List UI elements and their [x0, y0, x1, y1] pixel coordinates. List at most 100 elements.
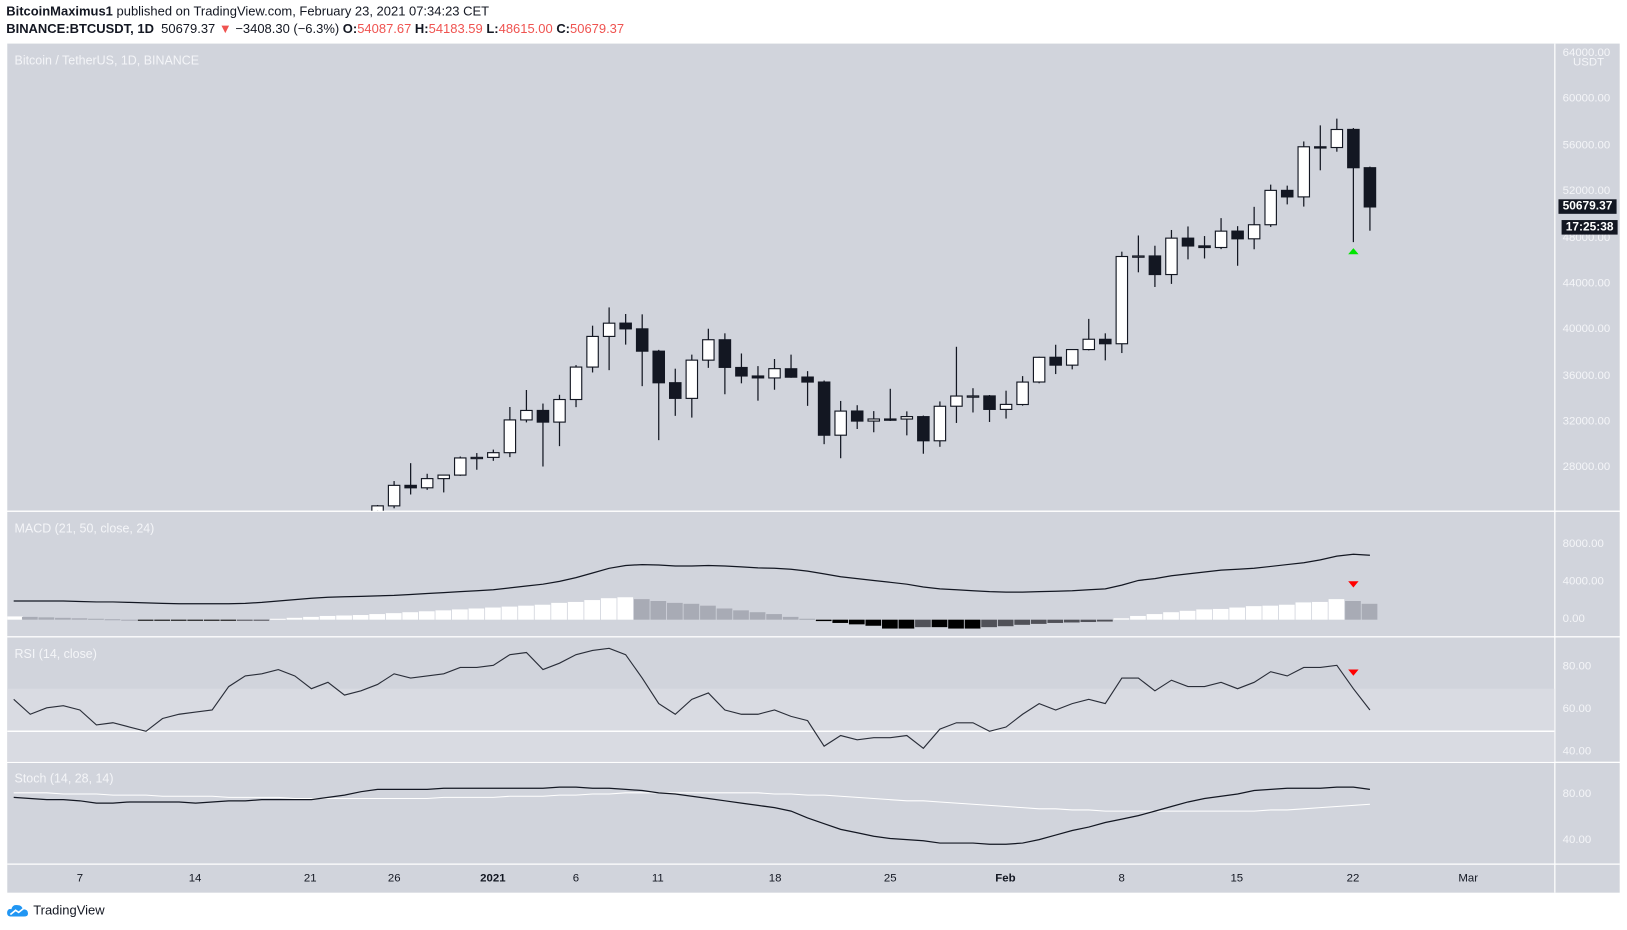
- macd-histogram-bar: [1080, 619, 1097, 623]
- author-name[interactable]: BitcoinMaximus1: [6, 4, 113, 19]
- macd-histogram-bar: [865, 619, 882, 626]
- candle-body: [1363, 167, 1377, 208]
- macd-tick: 0.00: [1562, 612, 1585, 625]
- macd-histogram-bar: [121, 619, 137, 621]
- last-price-tag: 50679.37: [1558, 199, 1617, 214]
- macd-histogram-bar: [236, 619, 253, 621]
- macd-histogram-bar: [402, 612, 419, 620]
- candle-body: [1016, 381, 1029, 406]
- symbol-label: BINANCE:BTCUSDT, 1D: [6, 21, 154, 37]
- candle-body: [917, 416, 930, 442]
- bearish-candle: [850, 405, 864, 429]
- candle-body: [702, 339, 715, 361]
- price-pane-title: Bitcoin / TetherUS, 1D, BINANCE: [14, 52, 200, 68]
- candle-body: [768, 368, 781, 379]
- candle-body: [1032, 356, 1046, 383]
- publish-line: BitcoinMaximus1 published on TradingView…: [6, 4, 489, 19]
- macd-histogram-bar: [1245, 606, 1262, 620]
- macd-histogram-bar: [336, 615, 352, 620]
- bearish-candle: [1148, 245, 1162, 287]
- candle-body: [718, 339, 732, 368]
- macd-histogram-bar: [915, 619, 931, 628]
- currency-label[interactable]: USDT: [1570, 56, 1607, 69]
- candle-body: [685, 359, 699, 399]
- macd-histogram-bar: [21, 616, 38, 620]
- macd-histogram-bar: [749, 612, 766, 620]
- candles: [371, 118, 1377, 511]
- macd-histogram-bar: [1229, 607, 1246, 620]
- candle-body: [453, 457, 467, 476]
- bullish-candle: [371, 504, 384, 511]
- bullish-candle: [768, 359, 781, 390]
- pane-background-0: [7, 43, 1620, 511]
- candle-body: [1049, 356, 1062, 366]
- ohlc-line: BINANCE:BTCUSDT, 1D 50679.37 ▼ −3408.30 …: [6, 22, 624, 37]
- macd-histogram-bar: [518, 605, 534, 620]
- macd-histogram-bar: [38, 617, 55, 620]
- time-tick: 11: [651, 871, 664, 885]
- candle-body: [503, 419, 517, 454]
- macd-histogram-bar: [187, 619, 204, 621]
- macd-histogram-bar: [733, 610, 749, 620]
- candle-body: [387, 484, 401, 507]
- bearish-candle: [1049, 344, 1062, 375]
- macd-tick: 8000.00: [1562, 537, 1604, 551]
- macd-histogram-bar: [981, 619, 997, 628]
- candle-body: [520, 409, 533, 421]
- candle-body: [1181, 237, 1195, 247]
- candle-body: [1132, 255, 1145, 258]
- bullish-candle: [1032, 356, 1046, 384]
- bullish-candle: [1264, 184, 1277, 227]
- macd-histogram-bar: [815, 619, 832, 622]
- macd-histogram-bar: [1312, 601, 1328, 620]
- candle-body: [635, 328, 649, 352]
- macd-histogram-bar: [683, 603, 700, 620]
- candle-body: [569, 366, 583, 401]
- macd-histogram-bar: [220, 619, 237, 621]
- low-value: 48615.00: [498, 21, 553, 37]
- bearish-candle: [652, 349, 666, 441]
- tradingview-logo[interactable]: TradingView: [6, 903, 105, 918]
- high-value: 54183.59: [428, 21, 483, 37]
- bullish-candle: [553, 394, 566, 447]
- rsi-tick: 60.00: [1562, 702, 1592, 716]
- candle-body: [784, 368, 798, 378]
- time-tick: 8: [1118, 871, 1125, 885]
- macd-histogram-bar: [600, 598, 617, 620]
- candle-body: [1065, 348, 1079, 366]
- bullish-candle: [569, 365, 583, 408]
- macd-histogram-bar: [1212, 608, 1229, 620]
- time-tick: 2021: [480, 871, 506, 885]
- bullish-candle: [867, 411, 881, 433]
- high-label: H:: [414, 21, 429, 37]
- bearish-candle: [801, 371, 814, 406]
- macd-histogram-bar: [451, 609, 468, 620]
- bullish-candle: [950, 346, 963, 423]
- macd-histogram-bar: [303, 616, 319, 620]
- macd-histogram-bar: [319, 615, 336, 620]
- price-tick: 56000.00: [1562, 139, 1611, 152]
- macd-histogram-bar: [1146, 614, 1163, 620]
- candle-body: [1115, 255, 1129, 345]
- bearish-candle: [1347, 128, 1360, 243]
- bearish-candle: [751, 366, 765, 401]
- macd-histogram-bar: [468, 608, 485, 620]
- rsi-tick: 40.00: [1562, 745, 1592, 758]
- bullish-candle: [966, 388, 980, 413]
- stoch-d-line: [13, 792, 1370, 812]
- macd-histogram-bar: [997, 619, 1014, 627]
- candle-body: [487, 452, 500, 458]
- macd-histogram-bar: [1179, 610, 1196, 620]
- close-value: 50679.37: [570, 21, 625, 37]
- bullish-candle: [1165, 229, 1178, 284]
- candle-body: [801, 376, 814, 383]
- down-triangle-icon: ▼: [218, 21, 232, 37]
- macd-histogram-bar: [567, 601, 584, 620]
- macd-histogram-bar: [964, 619, 981, 629]
- macd-histogram-bar: [170, 619, 187, 621]
- macd-histogram-bar: [352, 615, 369, 620]
- red-down-arrow-icon: [1348, 669, 1359, 676]
- macd-histogram-bar: [700, 605, 716, 620]
- macd-histogram-bar: [1328, 599, 1345, 620]
